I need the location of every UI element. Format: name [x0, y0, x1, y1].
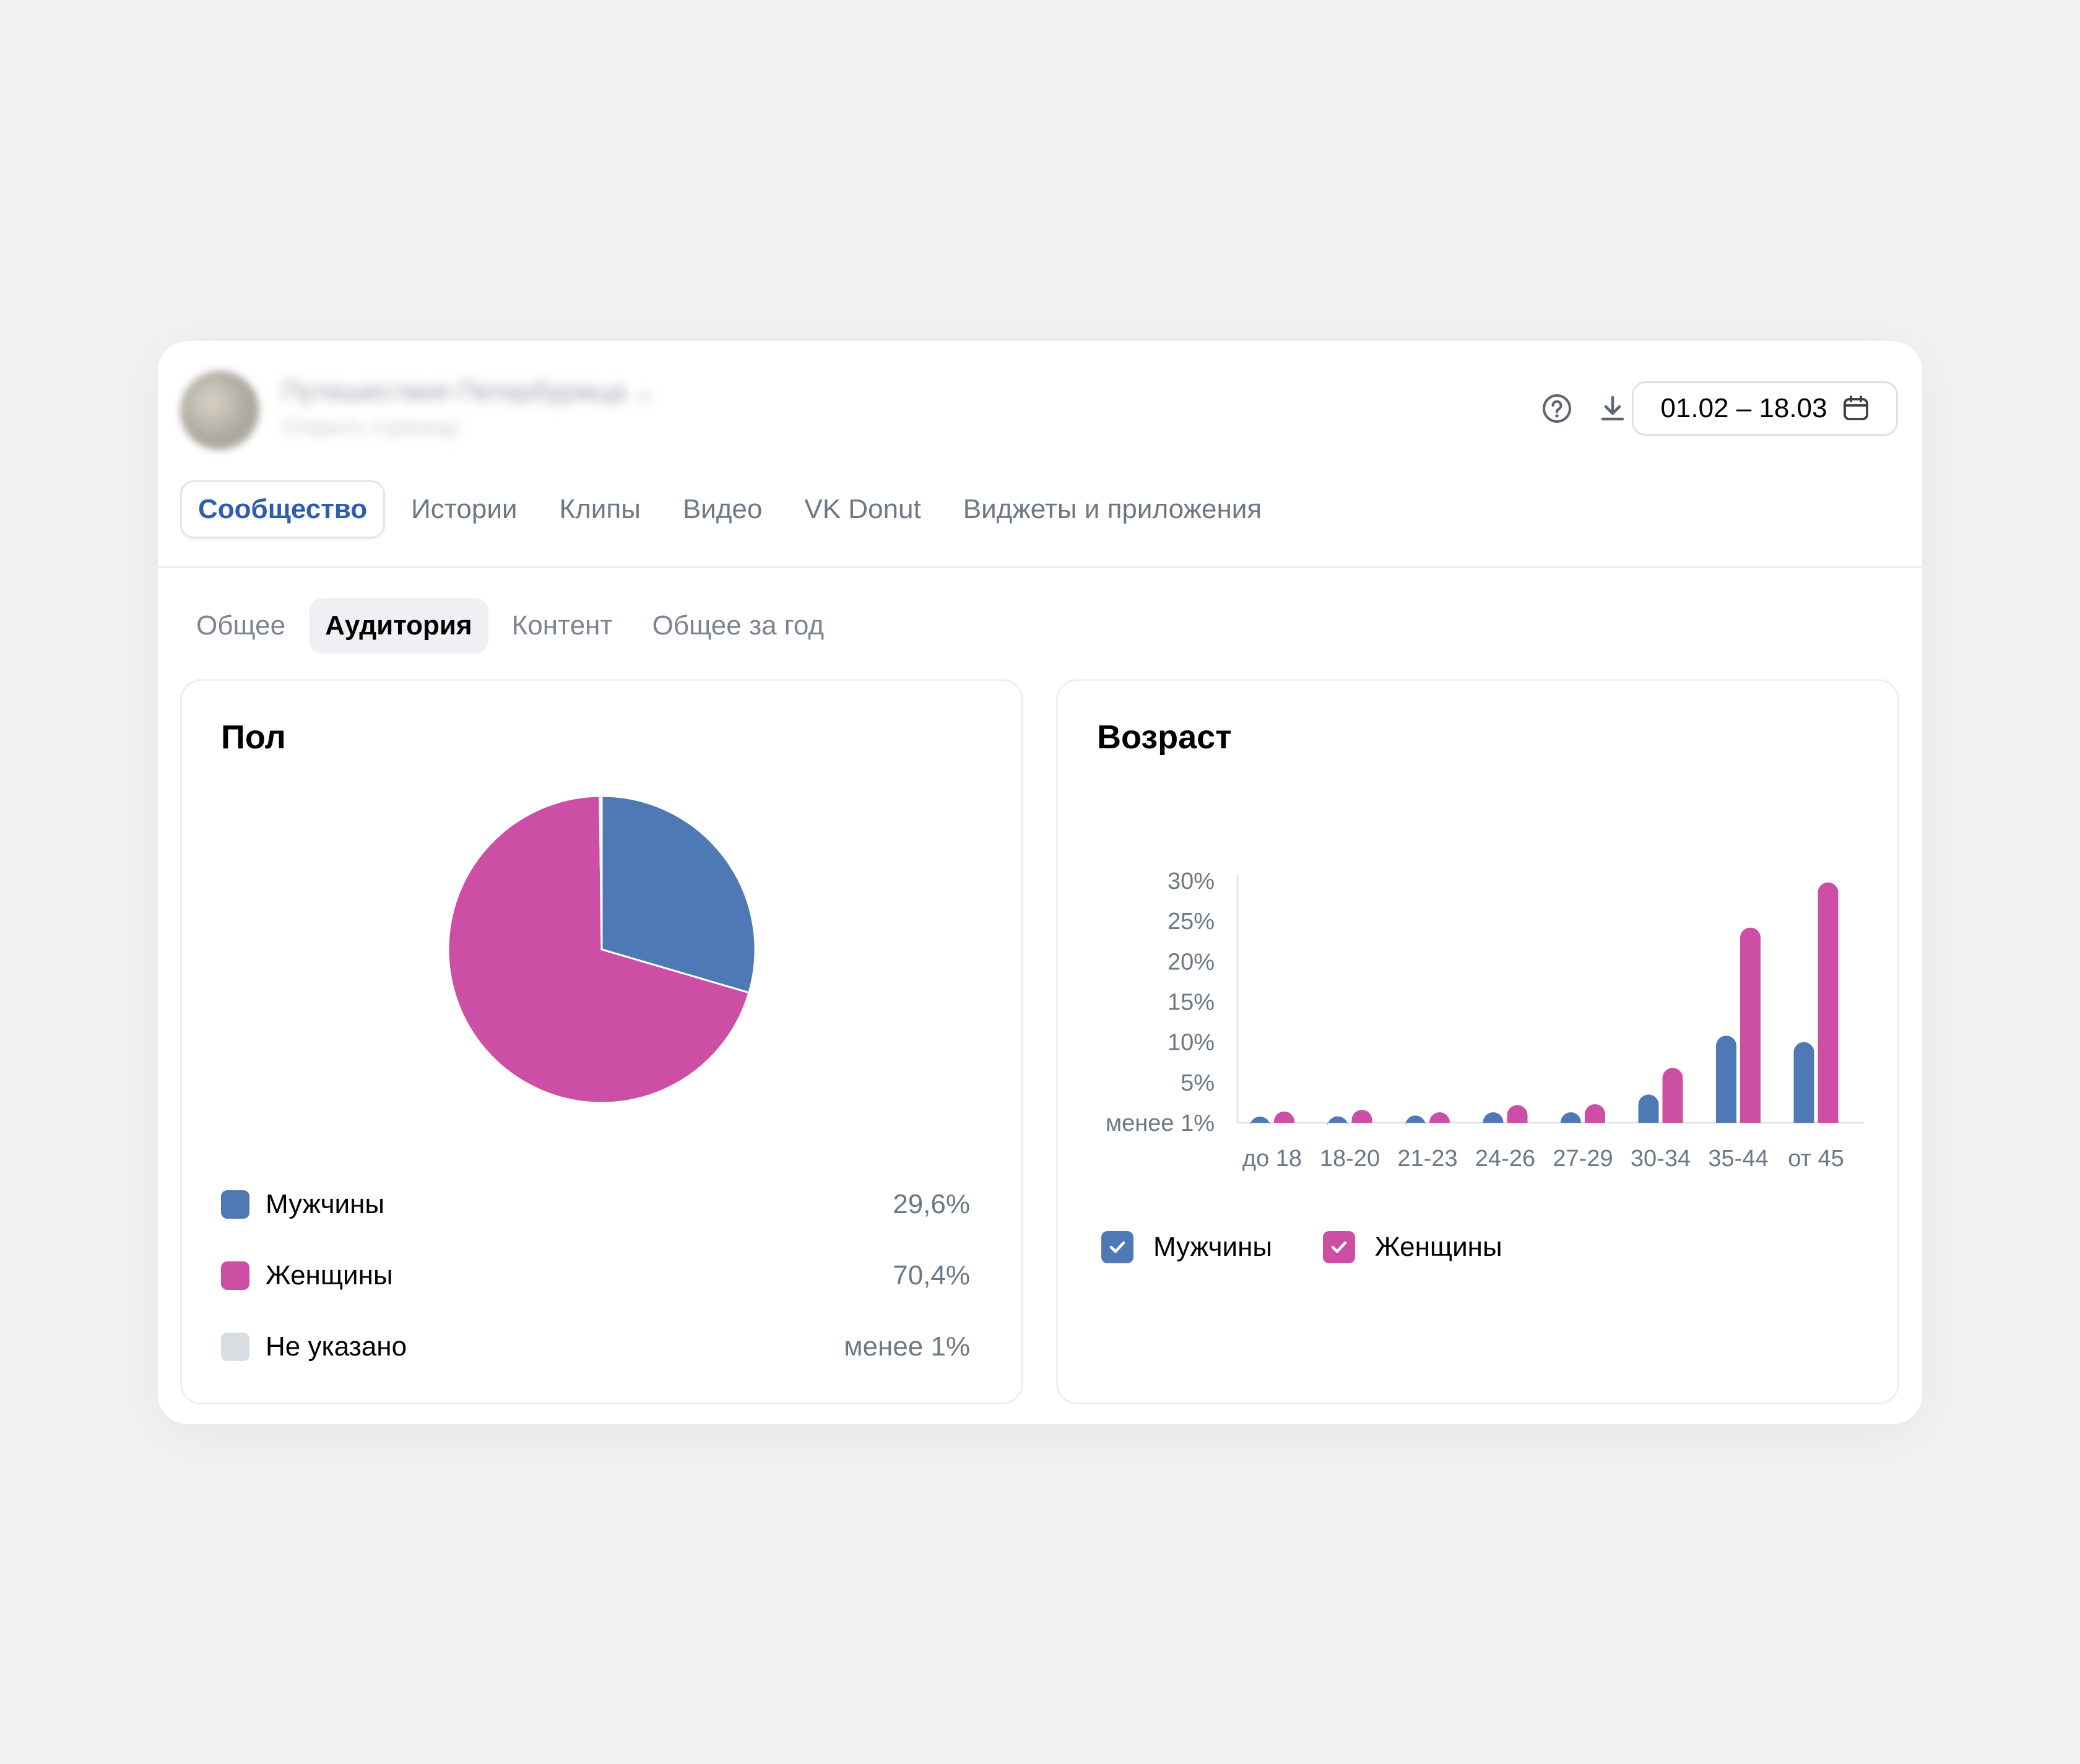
y-tick-label: 15% — [1168, 990, 1215, 1016]
bar-men-от-45[interactable] — [1793, 1042, 1814, 1123]
tab-vk-donut[interactable]: VK Donut — [804, 494, 921, 524]
bar-men-21-23[interactable] — [1405, 1115, 1426, 1126]
age-bar-chart: менее 1% 5% 10% 15% 20% 25% 30% до 18 18-20 21-23… — [1106, 868, 1864, 1172]
checkmark-icon — [1109, 1241, 1125, 1253]
bar-men-18-20[interactable] — [1327, 1116, 1348, 1127]
x-tick-label: от 45 — [1788, 1146, 1844, 1172]
top-tabs: Сообщество Истории Клипы Видео VK Donut … — [180, 480, 1288, 538]
y-tick-label: менее 1% — [1106, 1110, 1215, 1136]
x-tick-label: 27-29 — [1553, 1146, 1613, 1172]
y-tick-label: 20% — [1168, 949, 1215, 975]
stats-panel: Путешествия Петербуржца ⌄ Открыть страни… — [158, 341, 1922, 1424]
calendar-icon — [1843, 396, 1868, 420]
gender-title: Пол — [221, 719, 286, 756]
header-divider — [158, 566, 1922, 568]
tab-community[interactable]: Сообщество — [180, 480, 386, 538]
checkbox-men[interactable] — [1101, 1231, 1133, 1263]
bar-women-27-29[interactable] — [1585, 1104, 1605, 1123]
legend-unknown: Не указано менее 1% — [221, 1328, 970, 1365]
bar-men-30-34[interactable] — [1638, 1094, 1659, 1123]
bar-men-24-26[interactable] — [1483, 1112, 1504, 1123]
legend-women-value: 70,4% — [893, 1260, 970, 1291]
checkmark-icon — [1331, 1241, 1347, 1253]
bar-men-27-29[interactable] — [1561, 1112, 1581, 1123]
x-tick-label: до 18 — [1242, 1146, 1302, 1172]
header: Путешествия Петербуржца ⌄ Открыть страни… — [158, 341, 1922, 568]
bar-men-35-44[interactable] — [1716, 1035, 1736, 1123]
swatch-men — [221, 1190, 249, 1219]
bar-men-до-18[interactable] — [1250, 1117, 1270, 1127]
community-name-text: Путешествия Петербуржца — [282, 376, 626, 407]
pie-slice-unknown[interactable] — [599, 795, 603, 950]
pie-slice-men[interactable] — [600, 795, 756, 994]
tab-video[interactable]: Видео — [682, 494, 763, 524]
x-tick-label: 21-23 — [1397, 1146, 1457, 1172]
y-tick-label: 30% — [1168, 868, 1215, 894]
age-legend-women-label: Женщины — [1375, 1232, 1502, 1262]
download-icon — [1601, 396, 1624, 421]
community-avatar[interactable] — [180, 371, 259, 450]
bar-women-24-26[interactable] — [1507, 1105, 1528, 1123]
gender-card: Пол Мужчины 29,6% Женщины 70,4% Не указа… — [180, 679, 1023, 1404]
pie-slice-women[interactable] — [447, 795, 750, 1104]
legend-men-label: Мужчины — [266, 1189, 385, 1219]
tab-widgets[interactable]: Виджеты и приложения — [963, 494, 1262, 524]
chevron-down-icon: ⌄ — [633, 376, 657, 407]
bar-women-21-23[interactable] — [1429, 1112, 1450, 1123]
x-tick-label: 35-44 — [1708, 1146, 1768, 1172]
x-tick-label: 18-20 — [1320, 1146, 1380, 1172]
subtab-audience[interactable]: Аудитория — [309, 598, 488, 654]
date-range-text: 01.02 – 18.03 — [1660, 393, 1827, 423]
age-legend-men[interactable]: Мужчины — [1101, 1231, 1272, 1263]
legend-women-label: Женщины — [266, 1260, 393, 1291]
date-range-picker[interactable]: 01.02 – 18.03 — [1632, 381, 1898, 436]
help-button[interactable] — [1535, 387, 1579, 430]
age-legend-women[interactable]: Женщины — [1323, 1231, 1502, 1263]
gender-pie-chart — [447, 795, 756, 1104]
download-button[interactable] — [1591, 387, 1634, 430]
age-card: Возраст менее 1% 5% 10% 15% 20% 25% 30% до 18 18… — [1056, 679, 1899, 1404]
bar-women-18-20[interactable] — [1351, 1110, 1372, 1123]
age-title: Возраст — [1097, 719, 1232, 756]
tab-clips[interactable]: Клипы — [559, 494, 641, 524]
legend-unknown-label: Не указано — [266, 1331, 407, 1362]
bar-women-от-45[interactable] — [1818, 882, 1839, 1123]
y-tick-label: 10% — [1168, 1030, 1215, 1056]
y-tick-label: 25% — [1168, 909, 1215, 935]
legend-women: Женщины 70,4% — [221, 1257, 970, 1294]
y-tick-label: 5% — [1181, 1070, 1215, 1096]
x-tick-label: 24-26 — [1475, 1146, 1535, 1172]
community-name[interactable]: Путешествия Петербуржца ⌄ — [282, 376, 678, 407]
x-tick-label: 30-34 — [1631, 1146, 1691, 1172]
subtab-year[interactable]: Общее за год — [652, 610, 825, 641]
sub-tabs: Общее Аудитория Контент Общее за год — [180, 598, 847, 654]
help-icon — [1543, 394, 1571, 423]
subtab-general[interactable]: Общее — [196, 610, 286, 641]
tab-stories[interactable]: Истории — [411, 494, 518, 524]
legend-men: Мужчины 29,6% — [221, 1186, 970, 1223]
swatch-women — [221, 1261, 249, 1290]
age-legend: Мужчины Женщины — [1101, 1226, 1553, 1269]
bar-women-30-34[interactable] — [1662, 1068, 1683, 1123]
legend-men-value: 29,6% — [893, 1189, 970, 1219]
legend-unknown-value: менее 1% — [844, 1331, 970, 1362]
swatch-unknown — [221, 1333, 249, 1361]
bar-women-до-18[interactable] — [1274, 1111, 1294, 1123]
bar-women-35-44[interactable] — [1740, 927, 1761, 1123]
subtab-content[interactable]: Контент — [511, 610, 613, 641]
age-legend-men-label: Мужчины — [1153, 1232, 1273, 1262]
open-page-link[interactable]: Открыть страницу — [282, 415, 460, 439]
checkbox-women[interactable] — [1323, 1231, 1356, 1263]
